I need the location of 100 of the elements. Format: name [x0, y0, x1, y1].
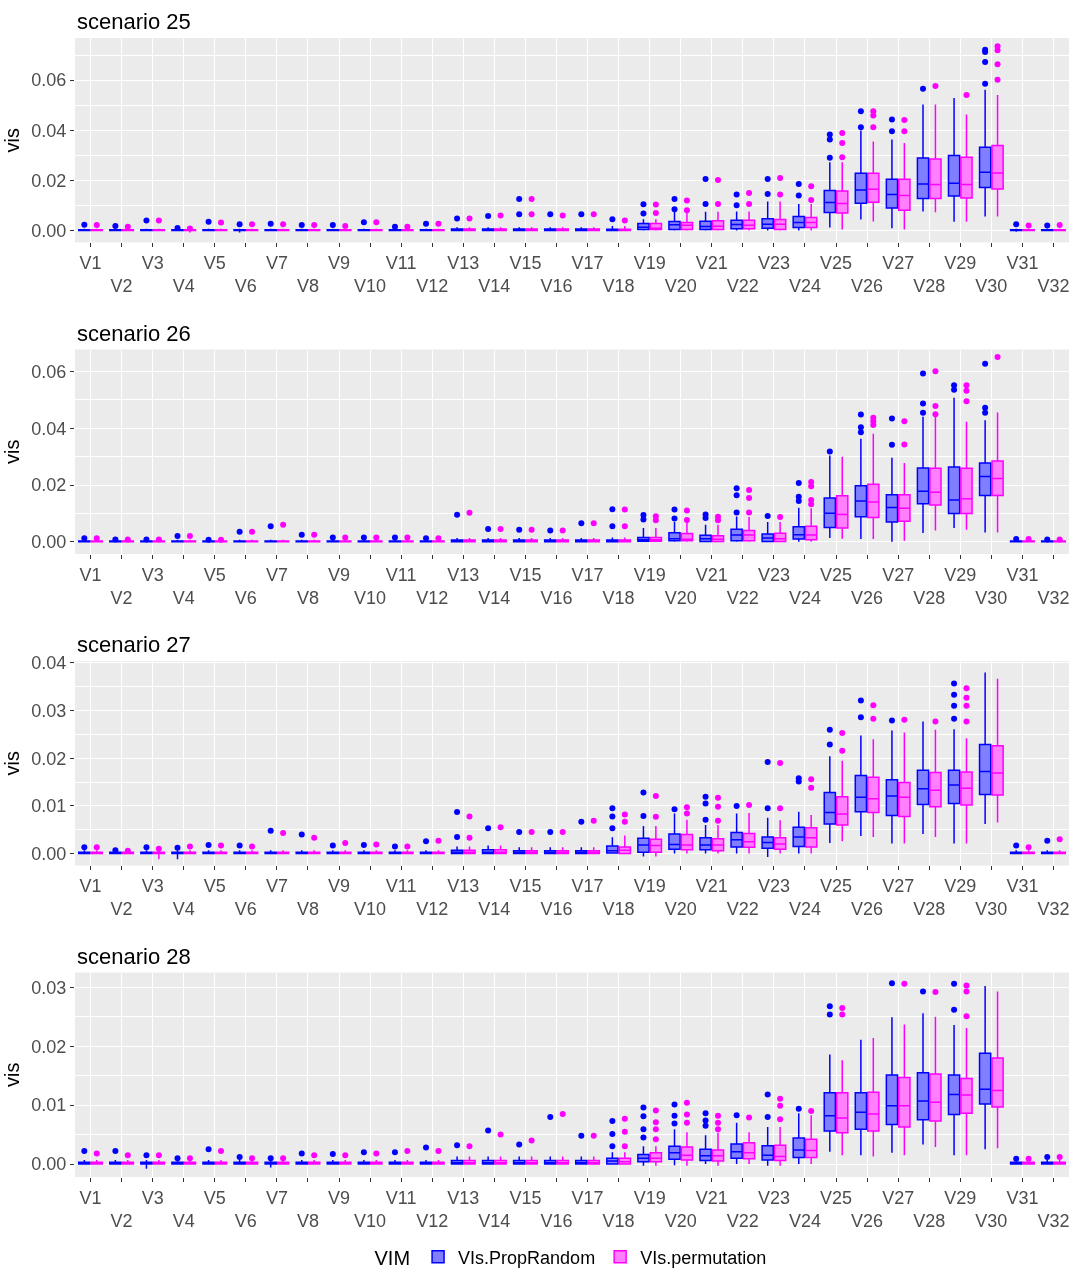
x-tick-label: V25: [820, 564, 853, 585]
x-tick-label: V12: [416, 276, 449, 297]
x-tick-label: V27: [882, 1187, 915, 1208]
x-tick-label: V4: [172, 587, 195, 608]
y-tick-label: 0.04: [31, 653, 67, 674]
x-tick-label: V24: [788, 276, 821, 297]
x-tick-label: V17: [571, 1187, 604, 1208]
x-tick-label: V18: [602, 587, 635, 608]
x-tick-label: V26: [851, 1211, 884, 1231]
x-tick-label: V31: [1006, 1187, 1039, 1208]
x-tick-label: V23: [757, 253, 790, 274]
x-tick-label: V3: [141, 1187, 164, 1208]
x-tick-label: V24: [788, 899, 821, 920]
x-tick-label: V14: [478, 1211, 511, 1231]
x-tick-label: V16: [540, 587, 573, 608]
x-tick-label: V21: [695, 1187, 728, 1208]
x-tick-label: V9: [328, 876, 351, 897]
legend-label: VIs.PropRandom: [458, 1247, 596, 1268]
x-tick-label: V17: [571, 253, 604, 274]
x-tick-label: V21: [695, 253, 728, 274]
x-tick-label: V27: [882, 564, 915, 585]
x-tick-label: V28: [913, 587, 946, 608]
x-tick-label: V6: [234, 587, 257, 608]
x-tick-label: V32: [1037, 276, 1070, 297]
x-tick-label: V16: [540, 1211, 573, 1231]
x-tick-label: V7: [265, 876, 288, 897]
x-tick-label: V8: [296, 1211, 319, 1231]
x-tick-label: V11: [385, 253, 417, 274]
x-tick-label: V2: [110, 587, 133, 608]
y-tick-label: 0.02: [31, 1036, 67, 1057]
x-tick-label: V19: [633, 1187, 666, 1208]
x-tick-label: V15: [509, 253, 542, 274]
y-axis-title: vis: [0, 439, 23, 464]
x-tick-label: V26: [851, 587, 884, 608]
y-tick-label: 0.02: [31, 475, 67, 496]
x-tick-label: V30: [975, 587, 1008, 608]
x-tick-label: V10: [354, 899, 387, 920]
y-tick-label: 0.06: [31, 361, 67, 382]
x-tick-label: V11: [385, 564, 417, 585]
x-tick-label: V8: [296, 587, 319, 608]
x-tick-label: V20: [664, 276, 697, 297]
x-tick-label: V11: [385, 876, 417, 897]
x-tick-label: V8: [296, 899, 319, 920]
x-tick-label: V18: [602, 899, 635, 920]
x-tick-label: V18: [602, 276, 635, 297]
x-tick-label: V4: [172, 276, 195, 297]
x-tick-label: V6: [234, 276, 257, 297]
y-tick-label: 0.00: [31, 1154, 67, 1175]
x-tick-label: V27: [882, 876, 915, 897]
x-tick-label: V12: [416, 587, 449, 608]
x-tick-label: V6: [234, 899, 257, 920]
x-tick-label: V10: [354, 587, 387, 608]
x-tick-label: V1: [79, 1187, 102, 1208]
x-tick-label: V25: [820, 1187, 853, 1208]
x-tick-label: V9: [328, 564, 351, 585]
x-tick-label: V7: [265, 253, 288, 274]
x-tick-label: V31: [1006, 876, 1039, 897]
x-tick-label: V29: [944, 1187, 977, 1208]
x-tick-label: V22: [726, 899, 759, 920]
x-tick-label: V5: [203, 1187, 226, 1208]
y-axis-title: vis: [0, 128, 23, 153]
y-tick-label: 0.02: [31, 170, 67, 191]
y-tick-label: 0.00: [31, 843, 67, 864]
x-tick-label: V7: [265, 564, 288, 585]
x-tick-label: V31: [1006, 253, 1039, 274]
x-tick-label: V32: [1037, 587, 1070, 608]
x-tick-label: V24: [788, 587, 821, 608]
x-tick-label: V13: [447, 253, 480, 274]
y-tick-label: 0.02: [31, 748, 67, 769]
chart-title: scenario 28: [77, 944, 191, 969]
x-tick-label: V9: [328, 253, 351, 274]
y-tick-label: 0.06: [31, 70, 67, 91]
y-tick-label: 0.03: [31, 977, 67, 998]
x-tick-label: V19: [633, 876, 666, 897]
x-tick-label: V20: [664, 587, 697, 608]
x-tick-label: V9: [328, 1187, 351, 1208]
x-tick-label: V3: [141, 253, 164, 274]
x-tick-label: V23: [757, 876, 790, 897]
x-tick-label: V15: [509, 876, 542, 897]
y-tick-label: 0.00: [31, 532, 67, 553]
y-axis-title: vis: [0, 1062, 23, 1087]
x-tick-label: V12: [416, 899, 449, 920]
x-tick-label: V5: [203, 253, 226, 274]
x-tick-label: V30: [975, 1211, 1008, 1231]
x-tick-label: V23: [757, 564, 790, 585]
x-tick-label: V21: [695, 564, 728, 585]
x-tick-label: V26: [851, 276, 884, 297]
x-tick-label: V8: [296, 276, 319, 297]
x-tick-label: V6: [234, 1211, 257, 1231]
chart-title: scenario 25: [77, 9, 191, 34]
y-axis-title: vis: [0, 751, 23, 776]
x-tick-label: V21: [695, 876, 728, 897]
chart-title: scenario 27: [77, 632, 191, 657]
x-tick-label: V29: [944, 876, 977, 897]
x-tick-label: V28: [913, 276, 946, 297]
x-tick-label: V4: [172, 1211, 195, 1231]
x-tick-label: V1: [79, 253, 102, 274]
x-tick-label: V1: [79, 876, 102, 897]
x-tick-label: V3: [141, 564, 164, 585]
x-tick-label: V25: [820, 253, 853, 274]
